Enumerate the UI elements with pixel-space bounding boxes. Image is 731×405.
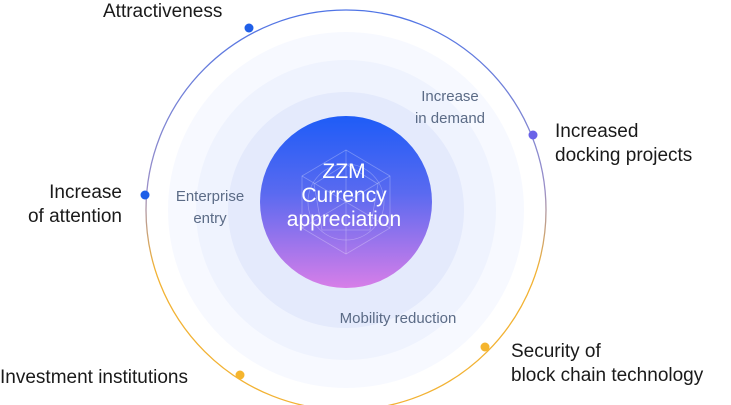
label-investment: Investment institutions bbox=[0, 367, 188, 388]
node-investment bbox=[235, 370, 245, 380]
label-security: Security of block chain technology bbox=[511, 341, 704, 386]
node-increased-docking bbox=[528, 130, 538, 140]
node-attractiveness bbox=[244, 23, 254, 33]
node-security bbox=[480, 342, 490, 352]
label-attractiveness: Attractiveness bbox=[103, 1, 223, 22]
center-text: ZZM Currency appreciation bbox=[286, 160, 402, 231]
outer-ring bbox=[145, 9, 547, 405]
label-enterprise-entry: Enterprise entry bbox=[175, 188, 245, 227]
label-increase-attention: Increase of attention bbox=[27, 182, 122, 227]
node-increase-attention bbox=[140, 190, 150, 200]
center-core bbox=[260, 116, 432, 288]
label-increased-docking: Increased docking projects bbox=[555, 121, 693, 166]
network-sphere-icon bbox=[301, 149, 391, 255]
label-mobility-reduction: Mobility reduction bbox=[339, 310, 457, 327]
label-increase-demand: Increase in demand bbox=[414, 88, 486, 127]
